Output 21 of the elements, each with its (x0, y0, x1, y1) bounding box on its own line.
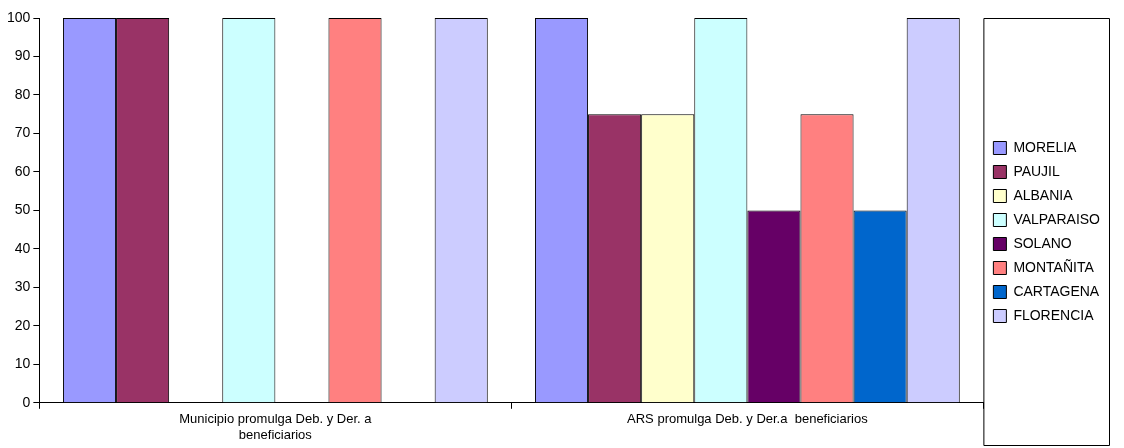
legend-label: VALPARAISO (1013, 210, 1101, 227)
y-tick-label: 40 (14, 239, 31, 256)
y-tick-label: 80 (14, 85, 31, 102)
y-tick-label: 20 (14, 316, 31, 333)
y-tick-label: 50 (14, 201, 31, 218)
legend-label: SOLANO (1013, 234, 1072, 251)
y-tick-label: 0 (22, 393, 31, 410)
y-tick-label: 90 (14, 47, 31, 64)
legend-label: ALBANIA (1013, 186, 1074, 203)
x-tick-label: ARS promulga Deb. y Der.a beneficiarios (627, 411, 869, 427)
legend-label: PAUJIL (1013, 162, 1061, 179)
x-tick-label: Municipio promulga Deb. y Der. a beneficiarios (179, 411, 373, 442)
y-tick-label: 10 (14, 355, 31, 372)
legend-label: CARTAGENA (1013, 282, 1100, 299)
legend-label: MONTAÑITA (1013, 258, 1095, 275)
y-tick-label: 70 (14, 124, 31, 141)
y-tick-label: 60 (14, 162, 31, 179)
legend-label: MORELIA (1013, 138, 1078, 155)
y-tick-label: 30 (14, 278, 31, 295)
legend-label: FLORENCIA (1013, 306, 1095, 323)
y-tick-label: 100 (7, 8, 31, 25)
